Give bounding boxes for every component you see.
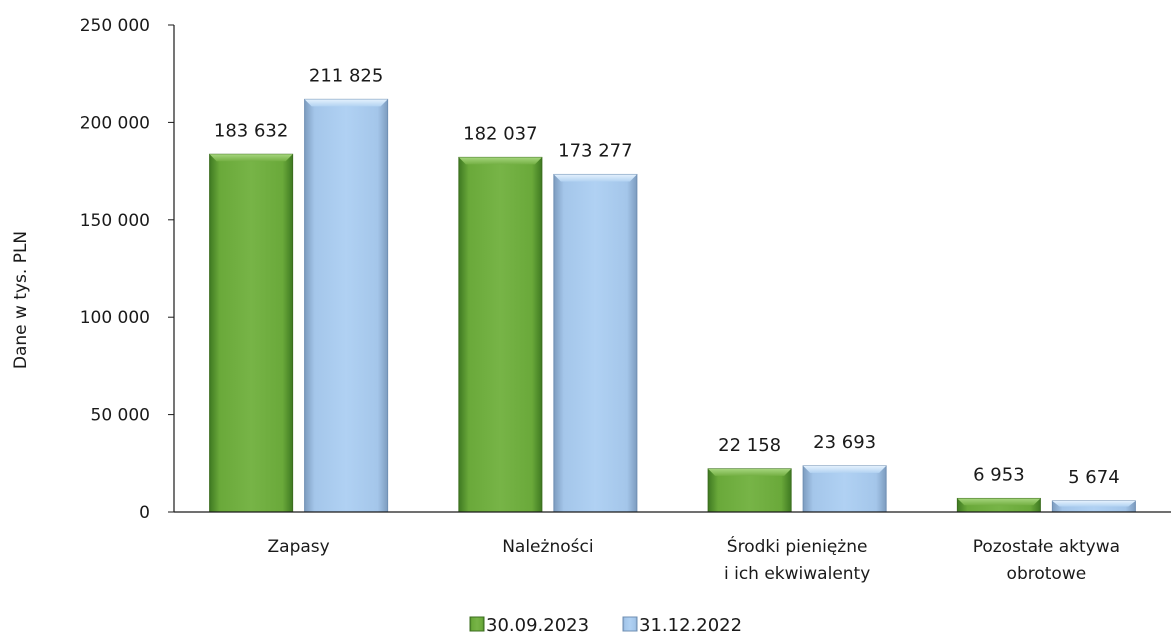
data-label: 182 037 xyxy=(463,123,537,144)
bar-green xyxy=(707,468,792,513)
data-label: 183 632 xyxy=(214,120,288,141)
data-label: 5 674 xyxy=(1068,467,1120,488)
data-label: 22 158 xyxy=(718,435,781,456)
y-axis-title: Dane w tys. PLN xyxy=(11,231,31,369)
category-label: Zapasy xyxy=(268,537,330,557)
legend-swatch xyxy=(622,616,638,632)
legend-item: 30.09.2023 xyxy=(469,615,589,634)
category-label: i ich ekwiwalenty xyxy=(724,564,870,584)
y-tick-label: 250 000 xyxy=(80,16,150,36)
bar-blue xyxy=(1051,500,1136,513)
bar-bevel xyxy=(803,465,887,473)
bar-bevel xyxy=(957,498,1041,506)
bar-bevel xyxy=(553,174,637,182)
bar-green xyxy=(458,156,543,513)
data-label: 211 825 xyxy=(309,65,383,86)
bar-blue xyxy=(304,98,389,513)
y-tick-label: 100 000 xyxy=(80,308,150,328)
legend: 30.09.2023 31.12.2022 xyxy=(469,615,742,634)
category-label: Pozostałe aktywa xyxy=(973,537,1120,557)
bar-blue xyxy=(553,173,638,513)
bar-body xyxy=(802,465,887,513)
category-label: obrotowe xyxy=(1007,564,1087,584)
category-label: Środki pieniężne xyxy=(727,535,868,557)
bar-bevel xyxy=(304,99,388,107)
x-axis-labels: Zapasy Należności Środki pieniężne i ich ek… xyxy=(268,535,1121,584)
bar-green xyxy=(209,153,294,513)
legend-swatch xyxy=(469,616,485,632)
bar-blue xyxy=(802,465,887,513)
bar-bevel xyxy=(209,154,293,162)
data-label: 173 277 xyxy=(558,140,632,161)
bar-bevel xyxy=(458,157,542,165)
data-label: 23 693 xyxy=(813,432,876,453)
y-tick-label: 200 000 xyxy=(80,113,150,133)
y-tick-label: 150 000 xyxy=(80,211,150,231)
bar-body xyxy=(209,153,294,513)
y-tick-label: 50 000 xyxy=(91,406,150,426)
y-axis-ticks: 0 50 000 100 000 150 000 200 000 250 000 xyxy=(80,16,174,523)
bar-body xyxy=(553,173,638,513)
category-label: Należności xyxy=(502,537,593,557)
legend-label: 30.09.2023 xyxy=(486,615,589,634)
data-label: 6 953 xyxy=(973,464,1025,485)
legend-label: 31.12.2022 xyxy=(639,615,742,634)
bars xyxy=(209,98,1136,513)
legend-item: 31.12.2022 xyxy=(622,615,742,634)
bar-bevel xyxy=(708,468,792,476)
bar-body xyxy=(304,98,389,513)
y-tick-label: 0 xyxy=(139,503,150,523)
data-labels: 183 632 211 825 182 037 173 277 22 158 23 693… xyxy=(214,65,1120,488)
bar-body xyxy=(458,156,543,513)
bar-green xyxy=(956,497,1041,513)
bar-bevel xyxy=(1052,500,1136,507)
